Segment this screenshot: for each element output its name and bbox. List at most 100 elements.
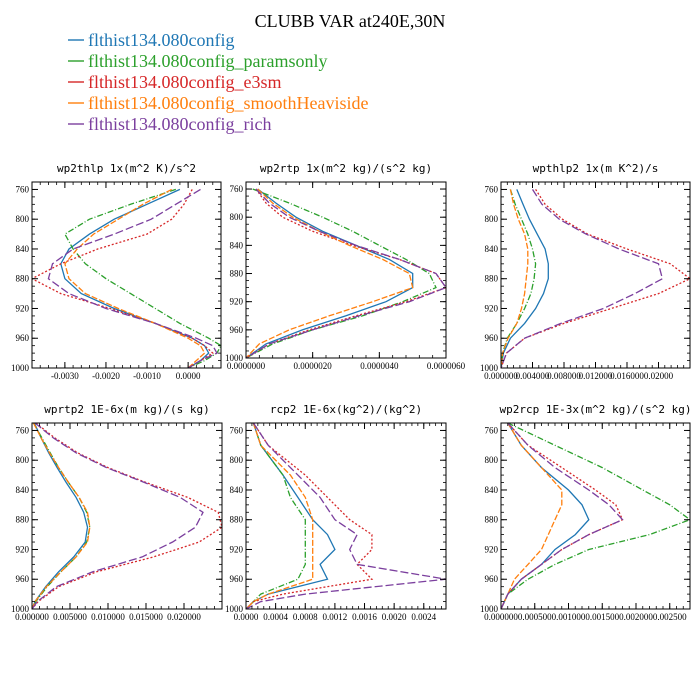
y-tick-label: 800 — [485, 214, 499, 224]
x-tick-label: 0.010000 — [91, 612, 125, 622]
series-line-3 — [32, 423, 91, 609]
y-tick-label: 960 — [485, 333, 499, 343]
x-tick-label: 0.012000 — [579, 371, 613, 381]
legend-label-1: flthist134.080config_paramsonly — [88, 51, 327, 71]
y-tick-label: 760 — [16, 184, 30, 194]
y-tick-label: 920 — [16, 544, 30, 554]
y-tick-label: 840 — [16, 244, 30, 254]
x-tick-label: 0.0000 — [176, 371, 201, 381]
y-tick-label: 960 — [230, 325, 244, 335]
y-tick-label: 920 — [485, 544, 499, 554]
x-tick-label: 0.0012 — [323, 612, 348, 622]
y-tick-label: 960 — [485, 574, 499, 584]
x-tick-label: 0.0000040 — [360, 361, 399, 371]
panels: wp2thlp 1x(m^2 K)/s^2 760 800 840 880 920 960 1… — [11, 162, 692, 622]
series-line-4 — [246, 188, 446, 358]
y-tick-label: 760 — [230, 184, 244, 194]
plot-frame — [245, 422, 447, 610]
legend: flthist134.080configflthist134.080config… — [68, 30, 368, 134]
x-tick-label: 0.008000 — [547, 371, 581, 381]
figure-title: CLUBB VAR at240E,30N — [255, 11, 446, 31]
series-line-2 — [246, 423, 374, 609]
x-tick-label: 0.0024 — [411, 612, 436, 622]
y-tick-label: 1000 — [225, 353, 244, 363]
panel-lines — [32, 188, 221, 368]
legend-label-4: flthist134.080config_rich — [88, 114, 271, 134]
x-tick-label: 0.005000 — [53, 612, 87, 622]
y-tick-label: 1000 — [11, 363, 30, 373]
y-tick-label: 760 — [16, 425, 30, 435]
x-tick-label: 0.020000 — [167, 612, 201, 622]
series-line-0 — [501, 189, 549, 368]
series-line-1 — [501, 423, 690, 609]
panel-lines — [32, 423, 222, 609]
x-tick-label: 0.0008 — [293, 612, 318, 622]
series-line-2 — [32, 423, 222, 609]
y-tick-label: 880 — [16, 274, 30, 284]
panel-title: wprtp2 1E-6x(m kg)/(s kg) — [44, 403, 210, 416]
y-tick-label: 920 — [230, 297, 244, 307]
series-line-3 — [246, 423, 314, 609]
x-tick-label: 0.0016 — [352, 612, 377, 622]
series-line-4 — [246, 423, 446, 609]
x-tick-label: 0.000000 — [15, 612, 49, 622]
panel-lines — [501, 189, 690, 368]
series-line-4 — [47, 188, 218, 368]
plot-frame — [31, 181, 222, 369]
legend-label-0: flthist134.080config — [88, 30, 235, 50]
series-line-4 — [501, 423, 624, 609]
y-tick-label: 800 — [230, 455, 244, 465]
y-tick-label: 880 — [16, 515, 30, 525]
y-tick-label: 880 — [485, 515, 499, 525]
panel-4: rcp2 1E-6x(kg^2)/(kg^2) 760 800 840 880 920 96… — [225, 403, 447, 622]
series-line-1 — [246, 423, 306, 609]
x-tick-label: 0.001500 — [585, 612, 619, 622]
x-tick-label: 0.0020 — [382, 612, 407, 622]
series-line-4 — [32, 423, 204, 609]
panel-title: wp2thlp 1x(m^2 K)/s^2 — [57, 162, 196, 175]
x-tick-label: 0.0000 — [234, 612, 259, 622]
panel-5: wp2rcp 1E-3x(m^2 kg)/(s^2 kg)760 800 840 88… — [480, 403, 692, 622]
y-tick-label: 760 — [485, 425, 499, 435]
series-line-3 — [501, 189, 529, 368]
series-line-0 — [32, 423, 89, 609]
y-tick-label: 880 — [230, 269, 244, 279]
x-tick-label: 0.0000060 — [427, 361, 466, 371]
panel-3: wprtp2 1E-6x(m kg)/(s kg) 760 800 840 880 920… — [11, 403, 223, 622]
y-tick-label: 760 — [485, 184, 499, 194]
panel-title: wp2rtp 1x(m^2 kg)/(s^2 kg) — [260, 162, 432, 175]
y-tick-label: 840 — [230, 240, 244, 250]
y-tick-label: 800 — [16, 455, 30, 465]
panel-title: wp2rcp 1E-3x(m^2 kg)/(s^2 kg) — [499, 403, 691, 416]
series-line-3 — [501, 423, 563, 609]
series-line-3 — [246, 188, 414, 358]
x-tick-label: 0.016000 — [610, 371, 644, 381]
y-tick-label: 800 — [16, 214, 30, 224]
x-tick-label: 0.0000020 — [294, 361, 333, 371]
y-tick-label: 960 — [16, 574, 30, 584]
plot-frame — [245, 181, 447, 359]
y-tick-label: 840 — [485, 244, 499, 254]
x-tick-label: 0.002000 — [619, 612, 653, 622]
y-tick-label: 840 — [485, 485, 499, 495]
x-tick-label: 0.0004 — [263, 612, 288, 622]
y-tick-label: 1000 — [225, 604, 244, 614]
legend-label-2: flthist134.080config_e3sm — [88, 72, 281, 92]
y-tick-label: 920 — [16, 303, 30, 313]
y-tick-label: 920 — [230, 544, 244, 554]
x-tick-label: 0.001000 — [552, 612, 586, 622]
y-tick-label: 920 — [485, 303, 499, 313]
series-line-1 — [501, 189, 537, 368]
x-tick-label: -0.0010 — [133, 371, 161, 381]
series-line-3 — [64, 188, 206, 368]
y-tick-label: 760 — [230, 425, 244, 435]
panel-lines — [246, 188, 446, 358]
x-tick-label: 0.000000 — [484, 612, 518, 622]
panel-lines — [501, 423, 690, 609]
y-tick-label: 1000 — [480, 604, 499, 614]
x-tick-label: 0.000000 — [484, 371, 518, 381]
y-tick-label: 880 — [230, 515, 244, 525]
x-tick-label: 0.000500 — [518, 612, 552, 622]
